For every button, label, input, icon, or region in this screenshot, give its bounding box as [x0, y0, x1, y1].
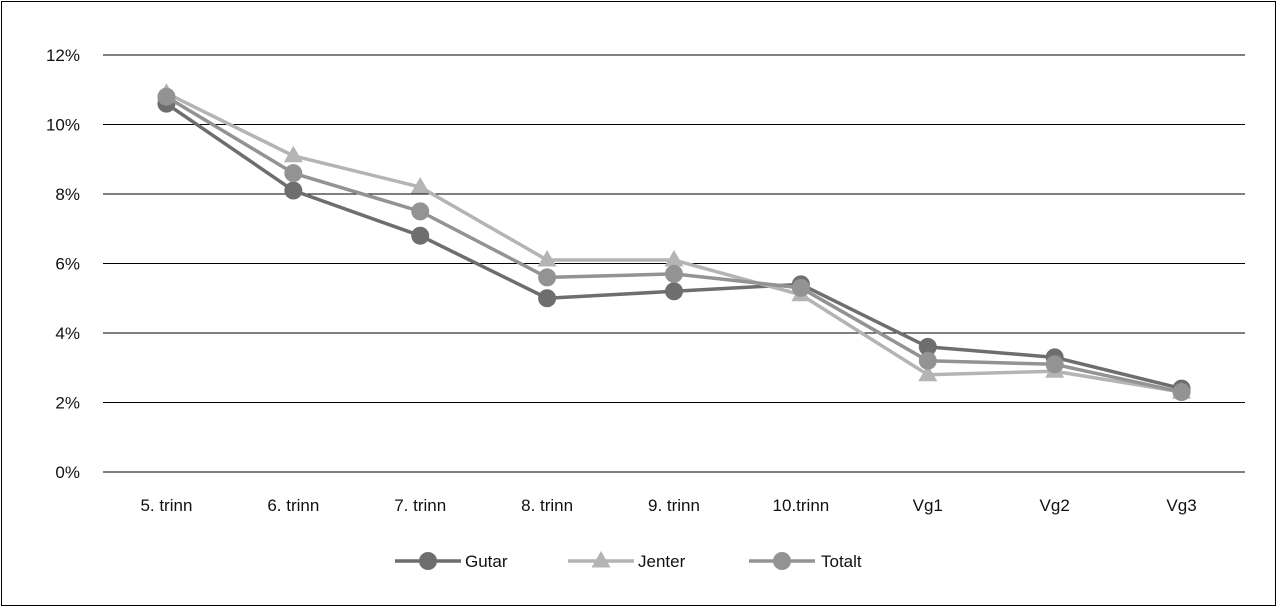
x-tick-label-vg3: Vg3	[1166, 496, 1196, 515]
series-totalt	[157, 87, 1191, 402]
data-point-totalt-6-trinn	[284, 164, 303, 183]
data-point-totalt-10-trinn	[791, 278, 810, 297]
x-tick-label-5-trinn: 5. trinn	[140, 496, 192, 515]
legend-label-jenter: Jenter	[638, 552, 686, 571]
x-tick-label-9-trinn: 9. trinn	[648, 496, 700, 515]
legend-label-gutar: Gutar	[465, 552, 508, 571]
legend-item-totalt: Totalt	[749, 552, 862, 571]
data-point-totalt-7-trinn	[411, 202, 430, 221]
y-tick-label-10: 10%	[46, 116, 80, 135]
data-point-totalt-vg1	[918, 351, 937, 370]
legend-item-gutar: Gutar	[395, 552, 508, 571]
data-point-jenter-9-trinn	[664, 250, 684, 267]
legend-marker-gutar	[419, 552, 437, 570]
series-line-jenter	[165, 91, 1182, 394]
data-point-gutar-7-trinn	[411, 226, 430, 245]
y-tick-label-6: 6%	[55, 255, 80, 274]
x-axis: 5. trinn 6. trinn 7. trinn 8. trinn 9. trinn…	[140, 496, 1196, 515]
series-group	[156, 83, 1192, 402]
x-tick-label-vg1: Vg1	[913, 496, 943, 515]
data-point-jenter-6-trinn	[283, 145, 303, 163]
legend-marker-totalt	[773, 552, 791, 570]
x-tick-label-8-trinn: 8. trinn	[521, 496, 573, 515]
series-gutar	[157, 94, 1191, 398]
legend-marker-jenter	[591, 551, 611, 568]
data-point-totalt-vg3	[1172, 383, 1191, 402]
x-tick-label-10-trinn: 10.trinn	[773, 496, 830, 515]
data-point-gutar-9-trinn	[665, 282, 683, 301]
y-tick-label-4: 4%	[55, 324, 80, 343]
y-tick-label-0: 0%	[55, 463, 80, 482]
y-tick-label-12: 12%	[46, 46, 80, 65]
series-line-totalt	[165, 95, 1182, 394]
data-point-totalt-8-trinn	[538, 268, 557, 287]
data-point-gutar-8-trinn	[538, 289, 557, 308]
legend: Gutar Jenter Totalt	[395, 551, 862, 571]
y-tick-label-2: 2%	[55, 394, 80, 413]
x-tick-label-vg2: Vg2	[1040, 496, 1070, 515]
legend-item-jenter: Jenter	[568, 551, 686, 571]
data-point-totalt-vg2	[1045, 355, 1064, 374]
series-line-gutar	[165, 102, 1182, 391]
data-point-totalt-9-trinn	[665, 264, 683, 283]
y-tick-label-8: 8%	[55, 185, 80, 204]
data-point-totalt-5-trinn	[157, 87, 176, 106]
data-point-jenter-8-trinn	[537, 250, 557, 267]
series-jenter	[156, 83, 1192, 399]
data-point-gutar-6-trinn	[284, 181, 303, 200]
data-point-gutar-vg1	[918, 337, 937, 356]
data-point-jenter-7-trinn	[410, 177, 430, 194]
x-tick-label-7-trinn: 7. trinn	[394, 496, 446, 515]
y-axis: 0% 2% 4% 6% 8% 10% 12%	[46, 46, 80, 482]
legend-label-totalt: Totalt	[821, 552, 862, 571]
data-point-jenter-vg1	[918, 364, 938, 382]
x-tick-label-6-trinn: 6. trinn	[267, 496, 319, 515]
